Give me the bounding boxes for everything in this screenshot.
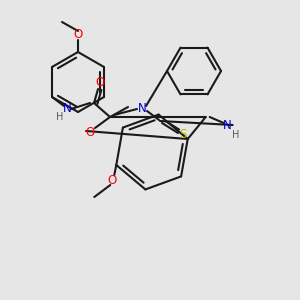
Text: H: H bbox=[232, 130, 239, 140]
Text: O: O bbox=[95, 76, 105, 88]
Text: S: S bbox=[179, 128, 187, 142]
Text: N: N bbox=[138, 103, 146, 116]
Text: N: N bbox=[223, 118, 232, 131]
Text: N: N bbox=[63, 101, 71, 115]
Text: O: O bbox=[85, 127, 94, 140]
Text: O: O bbox=[74, 28, 82, 40]
Text: H: H bbox=[56, 112, 64, 122]
Text: O: O bbox=[108, 175, 117, 188]
